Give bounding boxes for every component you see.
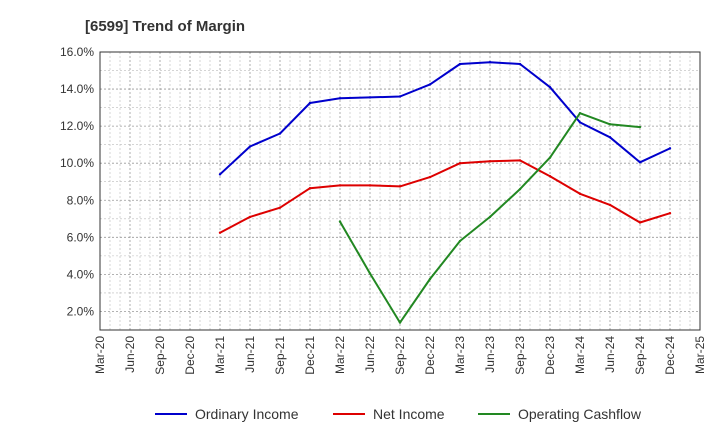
data-point-operating-cashflow — [638, 125, 642, 129]
plot-area — [100, 52, 700, 330]
data-point-net-income — [278, 206, 282, 209]
x-tick-label: Jun-23 — [483, 336, 497, 373]
data-point-ordinary-income — [578, 121, 582, 124]
x-tick-label: Jun-21 — [243, 336, 257, 373]
data-point-ordinary-income — [458, 62, 462, 66]
legend-label-operating-cashflow: Operating Cashflow — [518, 406, 642, 422]
x-tick-label: Sep-23 — [513, 336, 527, 375]
data-point-net-income — [338, 184, 342, 187]
data-point-net-income — [368, 184, 372, 187]
x-tick-label: Jun-20 — [123, 336, 137, 373]
data-point-net-income — [458, 162, 462, 165]
data-point-operating-cashflow — [548, 156, 552, 159]
y-tick-label: 14.0% — [60, 82, 94, 96]
legend-label-ordinary-income: Ordinary Income — [195, 406, 299, 422]
data-point-ordinary-income — [428, 83, 432, 86]
data-point-ordinary-income — [668, 147, 672, 150]
data-point-ordinary-income — [518, 62, 522, 66]
y-tick-label: 4.0% — [67, 267, 95, 281]
data-point-ordinary-income — [638, 161, 642, 164]
data-point-net-income — [308, 187, 312, 190]
series-line-net-income — [219, 159, 671, 234]
legend-label-net-income: Net Income — [373, 406, 445, 422]
x-tick-label: Jun-22 — [363, 336, 377, 373]
x-tick-label: Dec-22 — [423, 336, 437, 375]
x-tick-label: Sep-21 — [273, 336, 287, 375]
legend: Ordinary Income Net Income Operating Cashf… — [155, 406, 642, 422]
chart-title: [6599] Trend of Margin — [85, 18, 245, 35]
data-point-net-income — [218, 231, 222, 234]
x-tick-label: Mar-24 — [573, 336, 587, 374]
x-tick-label: Dec-21 — [303, 336, 317, 375]
x-tick-label: Sep-24 — [633, 336, 647, 375]
data-point-ordinary-income — [548, 86, 552, 89]
data-point-operating-cashflow — [458, 239, 462, 243]
data-point-net-income — [398, 185, 402, 188]
series-line-ordinary-income — [219, 61, 671, 176]
data-point-ordinary-income — [398, 95, 402, 98]
x-tick-label: Sep-22 — [393, 336, 407, 375]
data-point-net-income — [518, 159, 522, 162]
y-tick-label: 8.0% — [67, 193, 95, 207]
data-point-operating-cashflow — [338, 220, 342, 223]
data-point-ordinary-income — [218, 173, 222, 176]
data-point-net-income — [488, 160, 492, 163]
data-point-operating-cashflow — [518, 187, 522, 191]
x-tick-label: Mar-20 — [93, 336, 107, 374]
x-tick-label: Mar-25 — [693, 336, 707, 374]
data-point-ordinary-income — [368, 96, 372, 99]
y-tick-label: 10.0% — [60, 156, 94, 170]
x-tick-label: Dec-24 — [663, 336, 677, 375]
data-point-operating-cashflow — [488, 215, 492, 219]
data-point-net-income — [638, 221, 642, 224]
data-point-net-income — [578, 192, 582, 195]
x-tick-label: Dec-20 — [183, 336, 197, 375]
x-tick-label: Mar-22 — [333, 336, 347, 374]
data-point-net-income — [548, 174, 552, 178]
data-point-net-income — [428, 175, 432, 179]
data-point-net-income — [608, 203, 612, 207]
axis-layer: 2.0% 4.0% 6.0% 8.0% 10.0% 12.0% 14.0% 16.0% Mar-… — [60, 45, 707, 375]
data-point-ordinary-income — [248, 145, 252, 148]
y-tick-label: 6.0% — [67, 230, 95, 244]
data-point-operating-cashflow — [398, 321, 402, 324]
x-tick-label: Mar-21 — [213, 336, 227, 374]
data-point-operating-cashflow — [368, 272, 372, 275]
series-layer — [218, 60, 672, 324]
x-tick-label: Dec-23 — [543, 336, 557, 375]
data-point-net-income — [668, 212, 672, 215]
data-point-ordinary-income — [278, 132, 282, 135]
data-point-ordinary-income — [488, 60, 492, 64]
x-tick-label: Mar-23 — [453, 336, 467, 374]
y-tick-label: 2.0% — [67, 304, 95, 318]
data-point-ordinary-income — [608, 136, 612, 139]
data-point-ordinary-income — [338, 97, 342, 100]
x-tick-label: Jun-24 — [603, 336, 617, 373]
plot-border — [99, 51, 701, 331]
x-tick-label: Sep-20 — [153, 336, 167, 375]
data-point-net-income — [248, 215, 252, 219]
data-point-operating-cashflow — [428, 277, 432, 281]
y-tick-label: 12.0% — [60, 119, 94, 133]
y-tick-label: 16.0% — [60, 45, 94, 59]
data-point-operating-cashflow — [578, 111, 582, 115]
data-point-ordinary-income — [308, 101, 312, 105]
data-point-operating-cashflow — [608, 123, 612, 126]
grid-layer — [99, 51, 701, 331]
